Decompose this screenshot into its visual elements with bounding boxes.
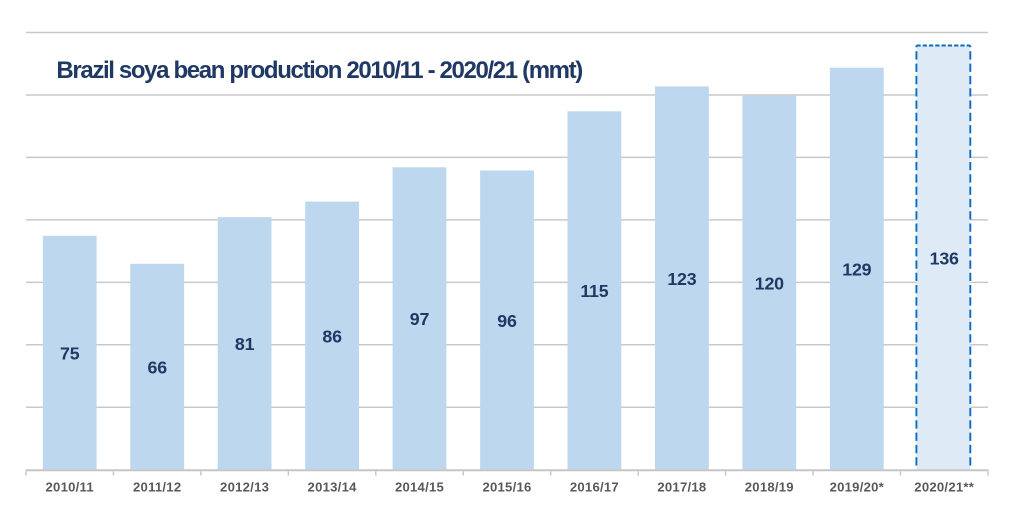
svg-text:86: 86 [322, 326, 342, 346]
svg-text:96: 96 [497, 311, 517, 331]
svg-text:Brazil soya bean production 20: Brazil soya bean production 2010/11 - 20… [56, 57, 582, 84]
svg-text:81: 81 [235, 334, 255, 354]
svg-text:2016/17: 2016/17 [570, 480, 619, 495]
svg-text:2011/12: 2011/12 [133, 480, 181, 495]
svg-text:129: 129 [842, 259, 871, 279]
svg-text:2013/14: 2013/14 [308, 480, 358, 495]
svg-text:2019/20*: 2019/20* [830, 480, 885, 495]
svg-text:2018/19: 2018/19 [745, 480, 794, 495]
svg-text:123: 123 [667, 269, 696, 289]
svg-text:97: 97 [410, 309, 430, 329]
svg-text:2020/21**: 2020/21** [914, 480, 974, 495]
svg-text:120: 120 [755, 273, 784, 293]
svg-text:2015/16: 2015/16 [482, 480, 531, 495]
svg-text:66: 66 [148, 358, 168, 378]
svg-text:2010/11: 2010/11 [46, 480, 94, 495]
svg-text:115: 115 [580, 281, 608, 301]
svg-text:2017/18: 2017/18 [657, 480, 706, 495]
svg-text:136: 136 [930, 249, 959, 269]
svg-text:75: 75 [60, 344, 80, 364]
svg-text:2014/15: 2014/15 [395, 480, 444, 495]
svg-text:2012/13: 2012/13 [220, 480, 269, 495]
